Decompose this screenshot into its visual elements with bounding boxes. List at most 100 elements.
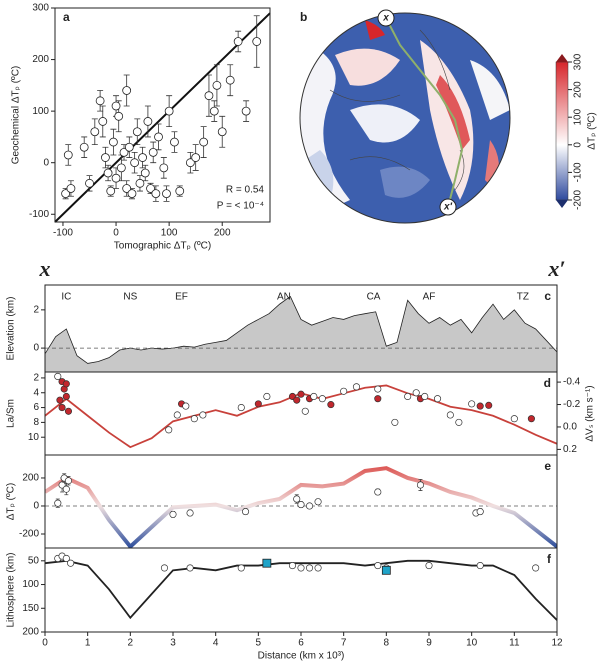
point <box>468 400 476 408</box>
point <box>140 168 150 178</box>
x-tick-label: 4 <box>213 638 219 649</box>
point <box>314 564 322 572</box>
profile-line <box>45 559 557 621</box>
point <box>148 147 158 157</box>
elevation-area <box>45 295 557 372</box>
point <box>374 562 382 570</box>
point <box>130 158 140 168</box>
frame <box>54 7 271 223</box>
point <box>252 37 262 46</box>
y2-tick-label: 0.0 <box>563 422 577 433</box>
point <box>169 510 177 518</box>
y-tick-label: 0 <box>43 157 49 168</box>
point <box>305 502 314 510</box>
colorbar-tick-label: -100 <box>573 162 584 182</box>
colorbar-tick-label: 0 <box>573 142 584 148</box>
x-tick-label: 5 <box>256 638 262 649</box>
y-tick-label: 100 <box>32 106 49 117</box>
point <box>297 564 305 572</box>
y-tick-label: 50 <box>28 555 40 566</box>
y-tick-label: 2 <box>33 304 39 315</box>
y-tick-label: 300 <box>32 3 49 14</box>
y-tick-label: 2 <box>33 373 39 384</box>
y2-tick-label: 0.2 <box>563 444 577 455</box>
marker-label: x <box>382 13 389 24</box>
point <box>62 485 70 493</box>
point <box>58 404 66 412</box>
y-tick-label: 6 <box>33 402 39 413</box>
point <box>175 186 185 196</box>
profile-start: x <box>39 256 51 281</box>
region-label: TZ <box>517 292 529 303</box>
y-tick-label: 0 <box>33 501 39 512</box>
y-tick-label: 0 <box>33 343 39 354</box>
frame <box>44 547 558 633</box>
frame <box>44 371 558 456</box>
point <box>159 163 169 173</box>
point <box>318 395 326 403</box>
annotation: P = < 10⁻⁴ <box>217 201 264 212</box>
point <box>416 481 425 489</box>
point <box>305 564 314 572</box>
point <box>62 554 70 562</box>
point <box>185 158 195 168</box>
point <box>190 415 198 423</box>
point <box>412 389 420 397</box>
point <box>85 178 94 188</box>
point <box>186 509 194 517</box>
point <box>108 137 118 147</box>
point <box>122 184 132 193</box>
point <box>54 372 62 380</box>
region-label: IC <box>61 292 71 303</box>
y-axis-title: Elevation (km) <box>6 297 17 361</box>
point <box>241 106 251 116</box>
region-label: AN <box>277 292 291 303</box>
profile-track <box>385 17 464 208</box>
point <box>132 127 142 137</box>
y-tick-label: 200 <box>32 54 49 65</box>
x-axis-title: Tomographic ΔTₚ (ºC) <box>114 241 211 252</box>
point <box>54 499 62 507</box>
point <box>116 163 126 173</box>
y-axis-title: Lithosphere (km) <box>6 552 17 627</box>
point <box>340 387 348 395</box>
point <box>263 392 271 401</box>
point <box>135 178 145 188</box>
point <box>165 426 173 434</box>
point <box>212 80 222 90</box>
colorbar-tick-label: 300 <box>573 53 584 70</box>
y-axis-title: Geochemical ΔTₚ (ºC) <box>11 66 22 165</box>
point <box>66 184 76 193</box>
colorbar-title: ΔTₚ (ºC) <box>587 112 598 149</box>
colorbar-tick-label: 200 <box>573 81 584 98</box>
colorbar <box>555 61 569 201</box>
point <box>67 559 75 567</box>
point <box>237 564 245 572</box>
point <box>374 385 382 393</box>
x-tick-label: 11 <box>509 638 520 649</box>
point <box>532 564 540 572</box>
points <box>61 15 262 202</box>
region-label: CA <box>367 292 381 303</box>
point <box>127 189 137 199</box>
panel-letter: e <box>544 459 551 473</box>
marker-circle <box>439 198 457 216</box>
point <box>293 396 301 404</box>
point <box>122 86 132 95</box>
point <box>327 401 335 409</box>
point <box>293 495 301 503</box>
x-tick-label: 9 <box>426 638 432 649</box>
point <box>217 127 227 137</box>
point <box>446 411 454 419</box>
x-tick-label: 100 <box>161 228 178 239</box>
point <box>209 106 219 116</box>
panel-letter: f <box>547 552 552 566</box>
plot-area <box>45 372 557 449</box>
point <box>170 137 179 147</box>
x-tick-label: 6 <box>298 638 304 649</box>
point <box>164 106 174 116</box>
x-tick-label: 8 <box>384 638 390 649</box>
point <box>476 402 484 410</box>
map <box>300 13 510 223</box>
point <box>314 498 322 506</box>
